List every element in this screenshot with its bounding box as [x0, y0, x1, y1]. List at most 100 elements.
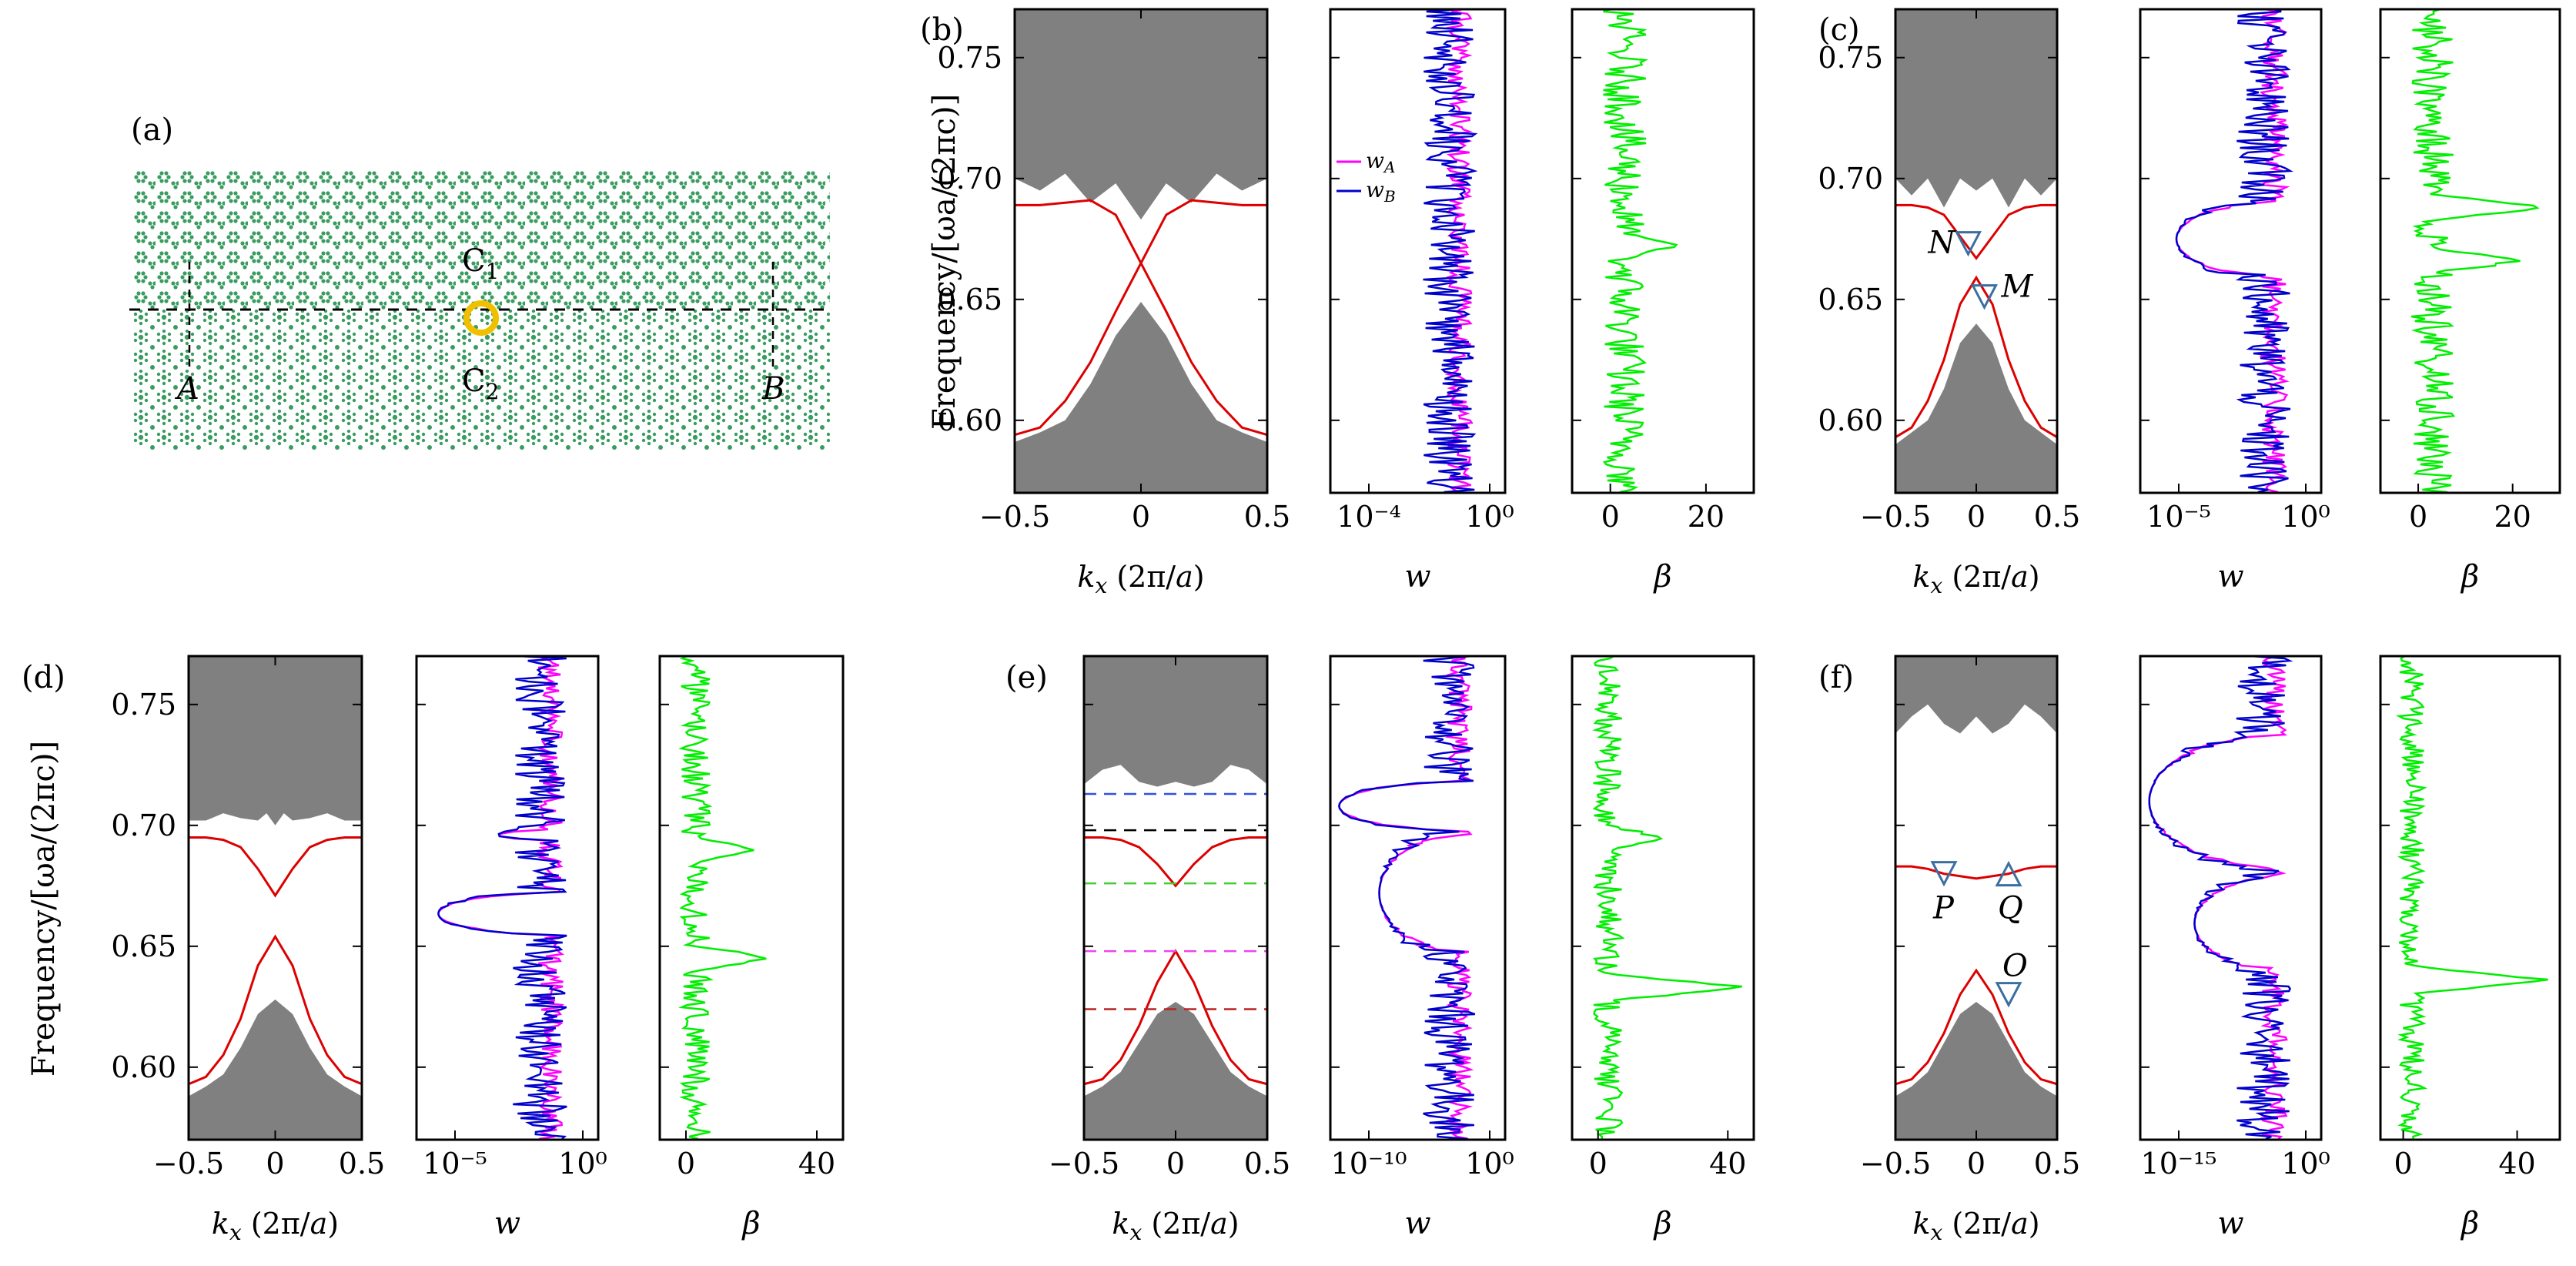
bulk-band-lower — [1084, 1002, 1267, 1140]
band-plot-d: −0.5 0 0.5kx (2π/a) 0.60 0.65 0.70 0.75 — [111, 655, 385, 1245]
panel-label-c: (c) — [1818, 12, 1860, 48]
beta-curve — [1602, 9, 1678, 493]
w-xtick-label: 10⁻⁴ — [1337, 500, 1401, 534]
bulk-band-upper — [1895, 656, 2057, 734]
beta-xlabel: β — [2460, 559, 2479, 594]
beta-frame — [2379, 8, 2561, 494]
cavity-ring — [463, 300, 499, 336]
edge-mode-0 — [1895, 203, 2057, 260]
w-xtick-label: 10⁰ — [1465, 1147, 1514, 1181]
edge-mode-1 — [1895, 275, 2057, 439]
w-plot-c: 10⁻⁵ 10⁰ w — [2139, 8, 2330, 594]
beta-xlabel: β — [1652, 1206, 1671, 1241]
band-xtick-label: 0.5 — [1244, 500, 1290, 534]
band-xtick-label: −0.5 — [979, 500, 1050, 534]
band-ytick-label: 0.75 — [111, 688, 176, 722]
band-xtick-label: −0.5 — [153, 1147, 224, 1181]
edge-mode-0 — [189, 836, 362, 898]
band-xtick-label: 0.5 — [339, 1147, 385, 1181]
band-ytick-label: 0.65 — [1818, 283, 1883, 316]
label-A: A — [174, 371, 199, 407]
marker-P — [1930, 861, 1958, 887]
band-xtick-label: 0.5 — [2034, 1147, 2080, 1181]
marker-label-N: N — [1928, 226, 1957, 261]
panel-f: P QO −0.5 0 0.5 kx (2π/a) 10⁻¹⁵ 10⁰ w 0 40 β — [1860, 655, 2561, 1245]
marker-label-Q: Q — [1998, 891, 2023, 926]
marker-M — [1971, 284, 1998, 310]
label-c2: C2 — [462, 363, 499, 404]
beta-frame — [2379, 655, 2561, 1141]
panel-label-f: (f) — [1818, 660, 1854, 695]
band-xlabel: kx (2π/a) — [1912, 560, 2039, 598]
w-frame — [415, 655, 600, 1141]
band-xlabel: kx (2π/a) — [1112, 1207, 1239, 1245]
band-xtick-label: 0.5 — [2034, 500, 2080, 534]
crystal-upper — [132, 169, 830, 310]
band-xtick-label: 0 — [1132, 500, 1150, 534]
w-B-curve — [437, 656, 567, 1140]
marker-N — [1955, 231, 1982, 257]
beta-curve — [2396, 656, 2548, 1140]
band-xtick-label: 0 — [1166, 1147, 1185, 1181]
w-B-curve — [1423, 9, 1478, 493]
bulk-band-upper — [189, 656, 362, 826]
bulk-band-upper — [1084, 656, 1267, 787]
w-plot-e: 10⁻¹⁰ 10⁰ w — [1329, 655, 1514, 1241]
marker-label-O: O — [2002, 949, 2028, 984]
band-plot-f: P QO −0.5 0 0.5 kx (2π/a) — [1860, 655, 2080, 1245]
y-axis-title-bottom: Frequency/[ωa/(2πc)] — [26, 741, 62, 1077]
edge-mode-0 — [1084, 836, 1267, 888]
beta-frame — [1571, 655, 1755, 1141]
w-xtick-label: 10⁰ — [2281, 500, 2330, 534]
band-ytick-label: 0.60 — [111, 1050, 176, 1084]
panel-label-e: (e) — [1005, 660, 1048, 695]
marker-O — [1995, 982, 2022, 1008]
band-ytick-label: 0.70 — [1818, 162, 1883, 196]
edge-mode-1 — [1015, 199, 1267, 437]
w-xtick-label: 10⁻¹⁰ — [1331, 1147, 1407, 1181]
legend-wB-label: wB — [1366, 177, 1396, 206]
band-xtick-label: 0 — [266, 1147, 284, 1181]
band-ytick-label: 0.70 — [937, 162, 1002, 196]
w-xlabel: w — [494, 1206, 520, 1241]
band-xtick-label: 0 — [1967, 500, 1986, 534]
beta-xtick-label: 20 — [1688, 500, 1725, 534]
band-xlabel: kx (2π/a) — [212, 1207, 339, 1245]
beta-frame — [658, 655, 845, 1141]
band-xtick-label: −0.5 — [1860, 1147, 1931, 1181]
bulk-band-lower — [1895, 323, 2057, 493]
band-ytick-label: 0.75 — [937, 41, 1002, 75]
panel-a: (a) — [129, 112, 831, 450]
band-xlabel: kx (2π/a) — [1912, 1207, 2039, 1245]
band-xtick-label: 0 — [1967, 1147, 1986, 1181]
beta-xtick-label: 40 — [2498, 1147, 2535, 1181]
beta-plot-e: 0 40 β — [1571, 655, 1755, 1241]
beta-xtick-label: 0 — [1589, 1147, 1607, 1181]
beta-xlabel: β — [1652, 559, 1671, 594]
edge-mode-1 — [189, 934, 362, 1086]
beta-xtick-label: 0 — [1601, 500, 1620, 534]
band-xlabel: kx (2π/a) — [1077, 560, 1204, 598]
beta-xlabel: β — [2460, 1206, 2479, 1241]
w-xtick-label: 10⁰ — [558, 1147, 607, 1181]
band-ytick-label: 0.60 — [937, 404, 1002, 437]
band-ytick-label: 0.65 — [111, 929, 176, 963]
w-xlabel: w — [1404, 1206, 1430, 1241]
marker-Q — [1995, 860, 2022, 887]
bulk-band-upper — [1015, 9, 1267, 220]
panel-b: −0.5 0 0.5 kx (2π/a) 0.60 0.65 0.70 0.75 10⁻⁴ 10⁰… — [937, 8, 1755, 598]
band-ytick-label: 0.60 — [1818, 404, 1883, 437]
band-xtick-label: 0.5 — [1244, 1147, 1290, 1181]
w-xtick-label: 10⁻¹⁵ — [2141, 1147, 2217, 1181]
beta-plot-f: 0 40 β — [2379, 655, 2561, 1241]
bulk-band-lower — [189, 999, 362, 1140]
w-frame — [2139, 8, 2323, 494]
bulk-band-lower — [1015, 301, 1267, 493]
w-xtick-label: 10⁰ — [2281, 1147, 2330, 1181]
w-xlabel: w — [1404, 559, 1430, 594]
beta-curve — [1592, 656, 1742, 1139]
